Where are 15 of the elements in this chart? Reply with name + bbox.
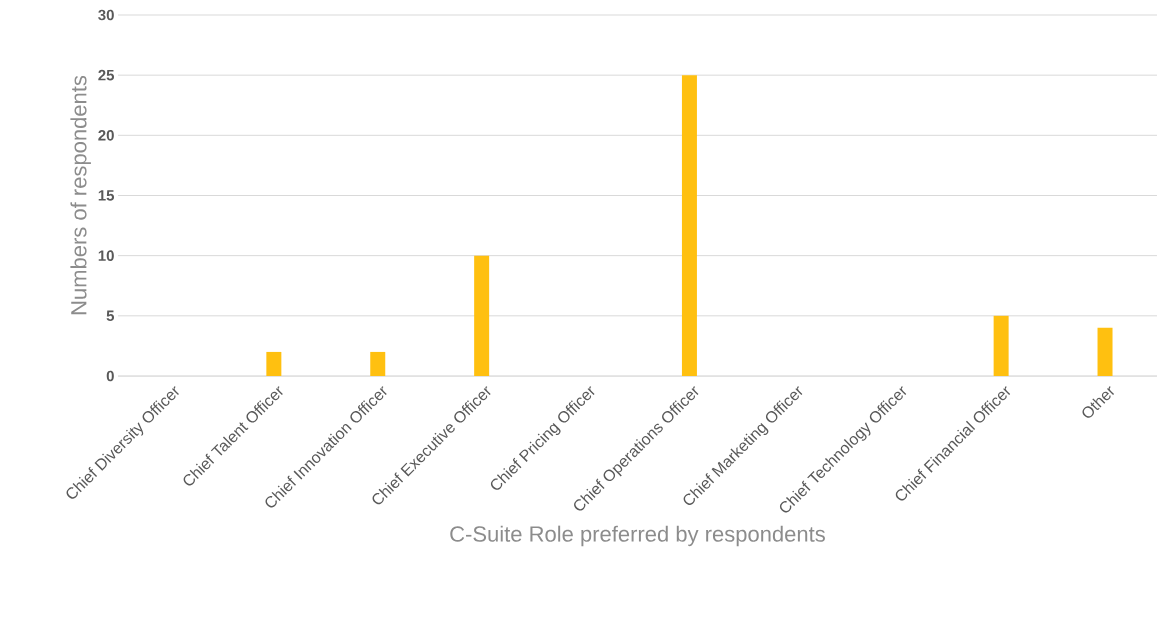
bar — [266, 351, 282, 376]
y-tick-label: 20 — [98, 130, 114, 141]
y-tick-label: 30 — [98, 9, 114, 21]
bar — [993, 315, 1009, 376]
bar — [1097, 327, 1113, 376]
bar — [370, 351, 386, 376]
y-axis-title: Numbers of respondents — [70, 75, 91, 315]
y-tick-label: 25 — [98, 69, 115, 81]
y-tick-label: 5 — [106, 310, 115, 322]
y-tick-label: 15 — [98, 190, 115, 201]
y-tick-label: 0 — [106, 370, 114, 382]
y-tick-label: 10 — [98, 250, 114, 261]
bar — [681, 75, 697, 376]
x-axis-title: C-Suite Role preferred by respondents — [450, 525, 825, 547]
bar — [474, 255, 490, 376]
